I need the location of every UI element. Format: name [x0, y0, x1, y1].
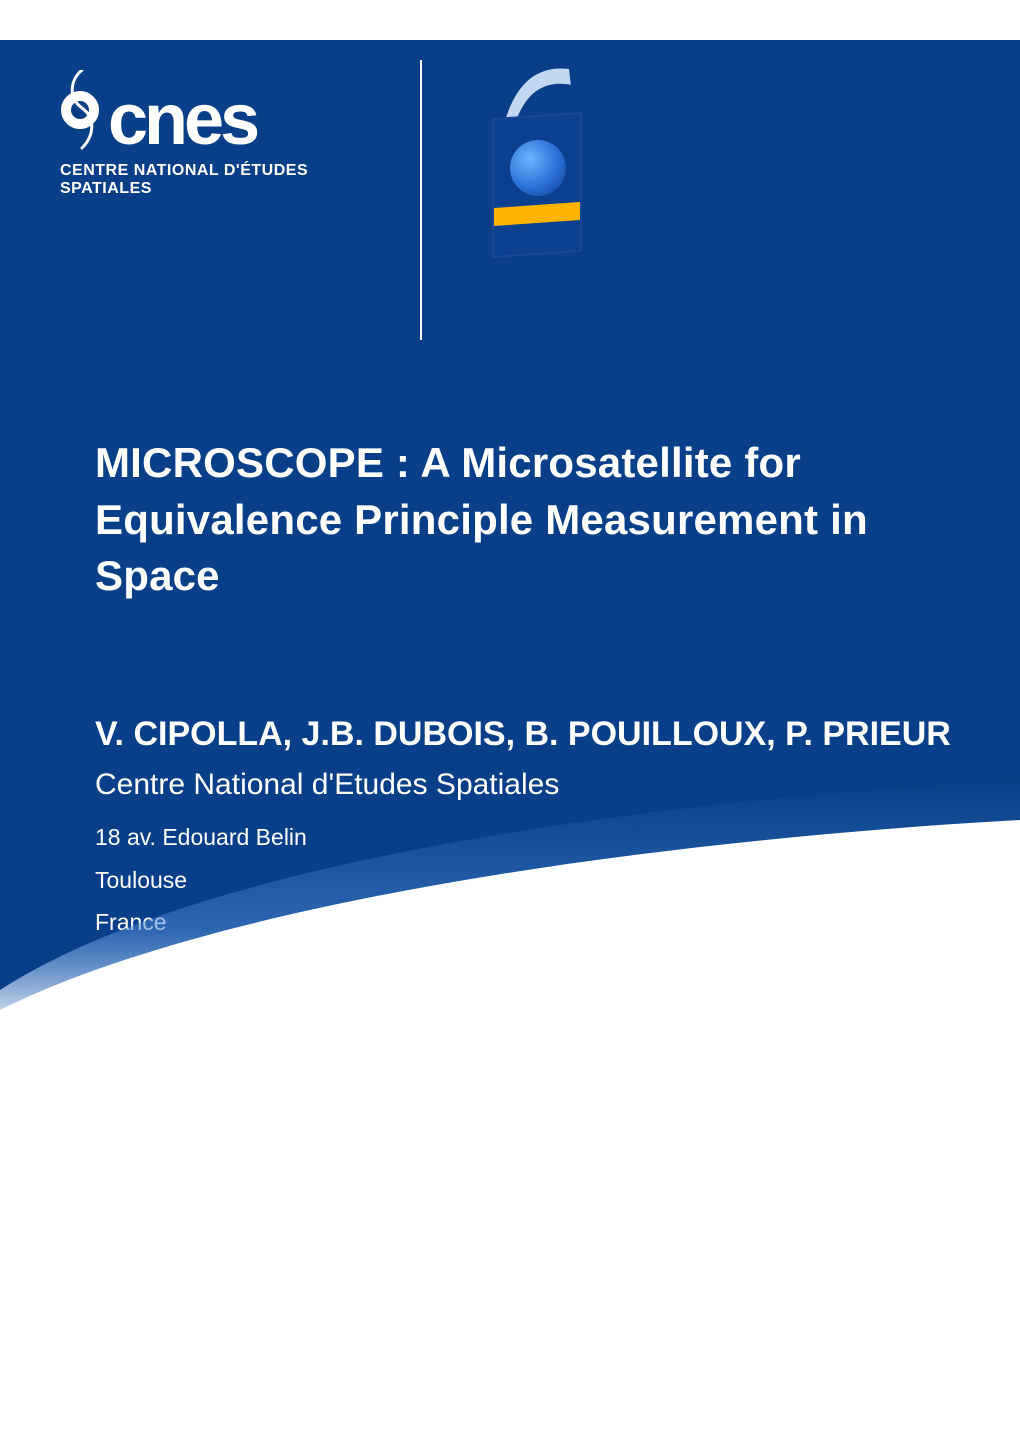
authors: V. CIPOLLA, J.B. DUBOIS, B. POUILLOUX, P… [95, 715, 960, 754]
secondary-logo [482, 60, 592, 290]
address: 18 av. Edouard Belin Toulouse France [95, 816, 960, 944]
title-slide: cnes CENTRE NATIONAL D'ÉTUDES SPATIALES … [0, 40, 1020, 1030]
page: cnes CENTRE NATIONAL D'ÉTUDES SPATIALES … [0, 0, 1020, 1443]
cnes-logo: cnes CENTRE NATIONAL D'ÉTUDES SPATIALES [60, 70, 360, 198]
logo-row: cnes CENTRE NATIONAL D'ÉTUDES SPATIALES [60, 70, 592, 340]
address-line2: Toulouse [95, 859, 960, 902]
globe-icon [510, 140, 566, 196]
logo-divider [420, 60, 422, 340]
presentation-title: MICROSCOPE : A Microsatellite for Equiva… [95, 435, 960, 605]
cnes-subtitle: CENTRE NATIONAL D'ÉTUDES SPATIALES [60, 162, 360, 198]
cnes-wordmark: cnes [108, 92, 256, 150]
cnes-mark: cnes [60, 70, 360, 150]
cnes-swirl-icon [60, 70, 104, 150]
slide-content: MICROSCOPE : A Microsatellite for Equiva… [95, 435, 960, 944]
affiliation: Centre National d'Etudes Spatiales [95, 768, 960, 802]
address-line1: 18 av. Edouard Belin [95, 816, 960, 859]
address-line3: France [95, 901, 960, 944]
